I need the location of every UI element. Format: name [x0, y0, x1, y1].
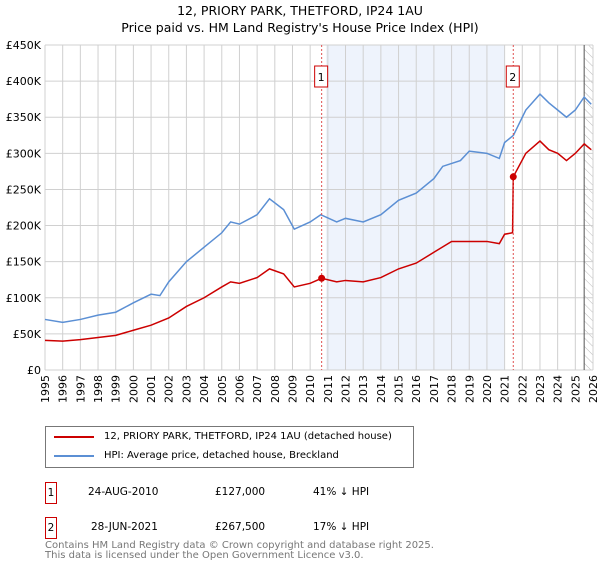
x-tick-label: 2010	[304, 375, 317, 403]
x-tick-label: 2015	[393, 375, 406, 403]
y-tick-label: £450K	[6, 39, 42, 52]
series-line	[44, 93, 592, 324]
sale-price: £127,000	[215, 486, 266, 498]
x-tick-label: 2018	[446, 375, 459, 403]
y-tick-label: £400K	[6, 75, 42, 88]
x-tick-label: 1999	[110, 375, 123, 403]
x-tick-label: 1995	[39, 375, 52, 403]
legend-label-property: 12, PRIORY PARK, THETFORD, IP24 1AU (det…	[104, 431, 392, 442]
x-tick-label: 2014	[375, 375, 388, 403]
price-chart: 1995 1996 1997 1998 1999 2000 2001 2002 2003 2004…	[6, 39, 600, 403]
sale-point	[318, 274, 326, 282]
sale-row-1: 1 24-AUG-2010 £127,000 41% ↓ HPI	[45, 482, 445, 504]
y-tick-label: £300K	[6, 147, 42, 160]
sale-label-box	[505, 65, 520, 88]
x-tick-label: 2021	[499, 375, 512, 403]
x-tick-label: 2007	[251, 375, 264, 403]
y-tick-label: £250K	[6, 183, 42, 196]
footer-copyright: Contains HM Land Registry data © Crown c…	[45, 540, 434, 551]
x-tick-label: 2002	[163, 375, 176, 403]
sale-hpi-diff: 41% ↓ HPI	[313, 486, 370, 498]
legend: 12, PRIORY PARK, THETFORD, IP24 1AU (det…	[45, 426, 414, 468]
series-line	[44, 140, 592, 342]
x-tick-label: 2012	[340, 375, 353, 403]
y-tick-label: £200K	[6, 220, 42, 233]
sale-hpi-diff: 17% ↓ HPI	[313, 521, 370, 533]
x-tick-label: 2017	[428, 375, 441, 403]
x-tick-label: 2013	[357, 375, 370, 403]
x-tick-label: 2001	[145, 375, 158, 403]
sale-badge: 2	[45, 517, 57, 539]
sale-label: 2	[509, 71, 516, 84]
x-tick-label: 1997	[74, 375, 87, 403]
x-tick-label: 2006	[233, 375, 246, 403]
y-tick-label: £50K	[13, 328, 42, 341]
highlight-band	[326, 45, 505, 370]
sale-point	[509, 173, 517, 181]
x-tick-label: 2009	[286, 375, 299, 403]
x-tick-label: 1998	[92, 375, 105, 403]
x-tick-label: 2005	[216, 375, 229, 403]
sale-label-box	[314, 65, 329, 88]
x-tick-label: 2011	[322, 375, 335, 403]
x-tick-label: 2004	[198, 375, 211, 403]
chart-title: 12, PRIORY PARK, THETFORD, IP24 1AU	[177, 3, 423, 18]
sale-row-2: 2 28-JUN-2021 £267,500 17% ↓ HPI	[45, 517, 445, 539]
legend-label-hpi: HPI: Average price, detached house, Brec…	[104, 450, 339, 461]
legend-swatch-property	[54, 435, 94, 438]
y-tick-label: £0	[27, 364, 41, 377]
chart-subtitle: Price paid vs. HM Land Registry's House …	[121, 20, 479, 35]
legend-swatch-hpi	[54, 454, 94, 457]
x-tick-label: 2008	[269, 375, 282, 403]
x-tick-label: 1996	[57, 375, 70, 403]
sale-price: £267,500	[215, 521, 266, 533]
forecast-hatch	[584, 45, 593, 370]
x-tick-label: 2019	[463, 375, 476, 403]
x-tick-label: 2003	[180, 375, 193, 403]
sale-badge: 1	[45, 482, 57, 504]
sale-date: 24-AUG-2010	[88, 486, 159, 498]
sale-date: 28-JUN-2021	[91, 521, 158, 533]
x-tick-label: 2025	[569, 375, 582, 403]
x-tick-label: 2024	[552, 375, 565, 403]
x-tick-label: 2020	[481, 375, 494, 403]
x-tick-label: 2026	[587, 375, 600, 403]
y-tick-label: £100K	[6, 292, 42, 305]
y-tick-label: £150K	[6, 256, 42, 269]
y-tick-label: £350K	[6, 111, 42, 124]
footer-licence: This data is licensed under the Open Gov…	[45, 550, 364, 561]
x-tick-label: 2023	[534, 375, 547, 403]
x-tick-label: 2000	[127, 375, 140, 403]
sale-label: 1	[318, 71, 325, 84]
x-tick-label: 2016	[410, 375, 423, 403]
x-tick-label: 2022	[516, 375, 529, 403]
